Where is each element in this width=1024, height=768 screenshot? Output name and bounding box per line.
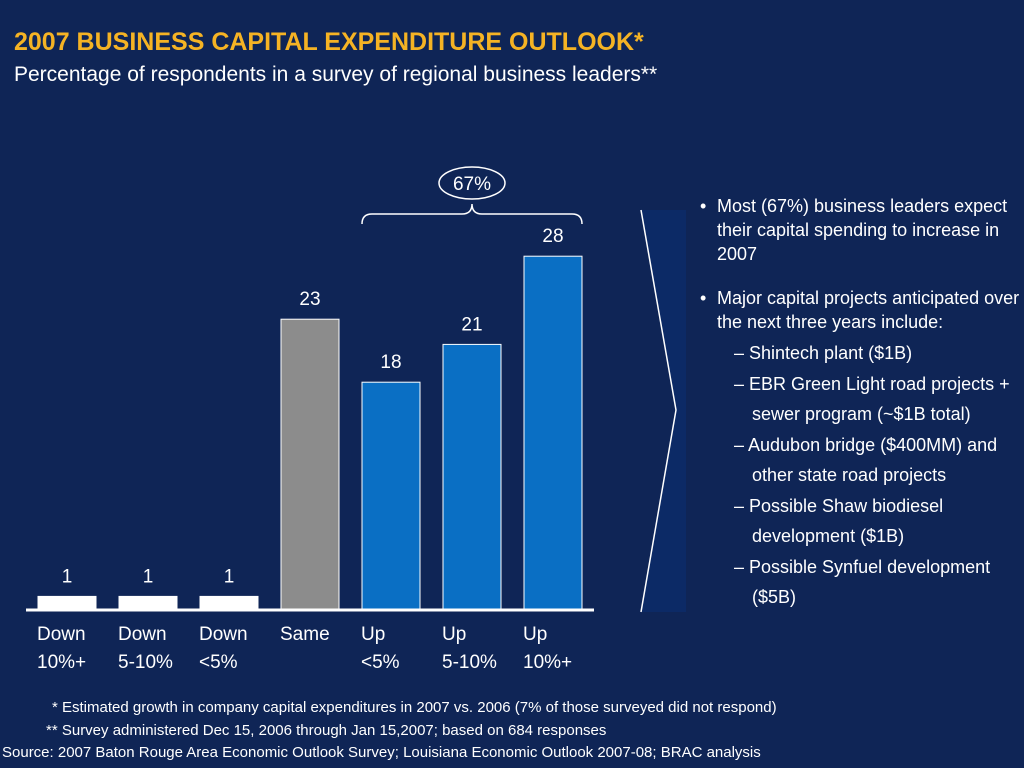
- bar: [523, 255, 583, 610]
- category-label: Up: [442, 624, 466, 645]
- category-label: Up: [523, 624, 547, 645]
- project-item: – Shintech plant ($1B): [734, 343, 913, 363]
- category-label: 10%+: [523, 652, 572, 673]
- footnotes: * Estimated growth in company capital ex…: [0, 697, 1024, 765]
- bullet-list: • Most (67%) business leaders expect the…: [700, 194, 1020, 613]
- bar: [118, 595, 178, 610]
- category-label: Down: [199, 624, 248, 645]
- bar: [37, 595, 97, 610]
- bullet-dot: •: [700, 196, 707, 216]
- category-label: Down: [37, 624, 86, 645]
- group-callout-label: 67%: [453, 174, 491, 195]
- arrow-layer: [640, 209, 686, 613]
- data-label: 1: [224, 566, 235, 587]
- data-label: 23: [299, 289, 320, 310]
- category-label: Same: [280, 624, 330, 645]
- category-label: Down: [118, 624, 167, 645]
- data-label: 1: [143, 566, 154, 587]
- category-label: Up: [361, 624, 385, 645]
- data-label: 18: [380, 352, 401, 373]
- data-label: 28: [542, 226, 563, 247]
- data-label: 1: [62, 566, 73, 587]
- project-item: – Audubon bridge ($400MM) and other stat…: [734, 434, 998, 486]
- page-subtitle: Percentage of respondents in a survey of…: [14, 63, 658, 86]
- bullet-item: • Major capital projects anticipated ove…: [700, 286, 1020, 613]
- project-item: – EBR Green Light road projects + sewer …: [734, 373, 1010, 425]
- project-item: – Possible Synfuel development ($5B): [734, 556, 991, 608]
- footnote-estimate: * Estimated growth in company capital ex…: [52, 699, 777, 716]
- category-label: <5%: [361, 652, 400, 673]
- category-label: <5%: [199, 652, 238, 673]
- bullet-dot: •: [700, 288, 707, 308]
- bars-layer: 1 Down 10%+ 1 Down 5-10% 1 Down <5% 23 Same 18 Up <5%…: [26, 166, 594, 673]
- group-callout-oval: [438, 166, 506, 200]
- bar: [199, 595, 259, 610]
- footnote-survey: ** Survey administered Dec 15, 2006 thro…: [46, 721, 607, 739]
- arrow-chevron: [640, 209, 677, 613]
- bar: [442, 343, 502, 610]
- category-label: 5-10%: [442, 652, 497, 673]
- source-line: Source: 2007 Baton Rouge Area Economic O…: [2, 744, 761, 761]
- page-title: 2007 BUSINESS CAPITAL EXPENDITURE OUTLOO…: [14, 28, 644, 56]
- bullet-item: • Most (67%) business leaders expect the…: [700, 194, 1020, 266]
- bullet-text: Most (67%) business leaders expect their…: [717, 196, 1008, 264]
- category-label: 10%+: [37, 652, 86, 673]
- arrow-fill: [641, 210, 686, 612]
- bar: [280, 318, 340, 610]
- bullet-text: Major capital projects anticipated over …: [717, 288, 1020, 332]
- bar: [361, 381, 421, 610]
- category-label: 5-10%: [118, 652, 173, 673]
- group-bracket: [361, 203, 583, 225]
- project-item: – Possible Shaw biodiesel development ($…: [734, 495, 944, 547]
- project-list: – Shintech plant ($1B) – EBR Green Light…: [717, 338, 1020, 613]
- data-label: 21: [461, 314, 482, 335]
